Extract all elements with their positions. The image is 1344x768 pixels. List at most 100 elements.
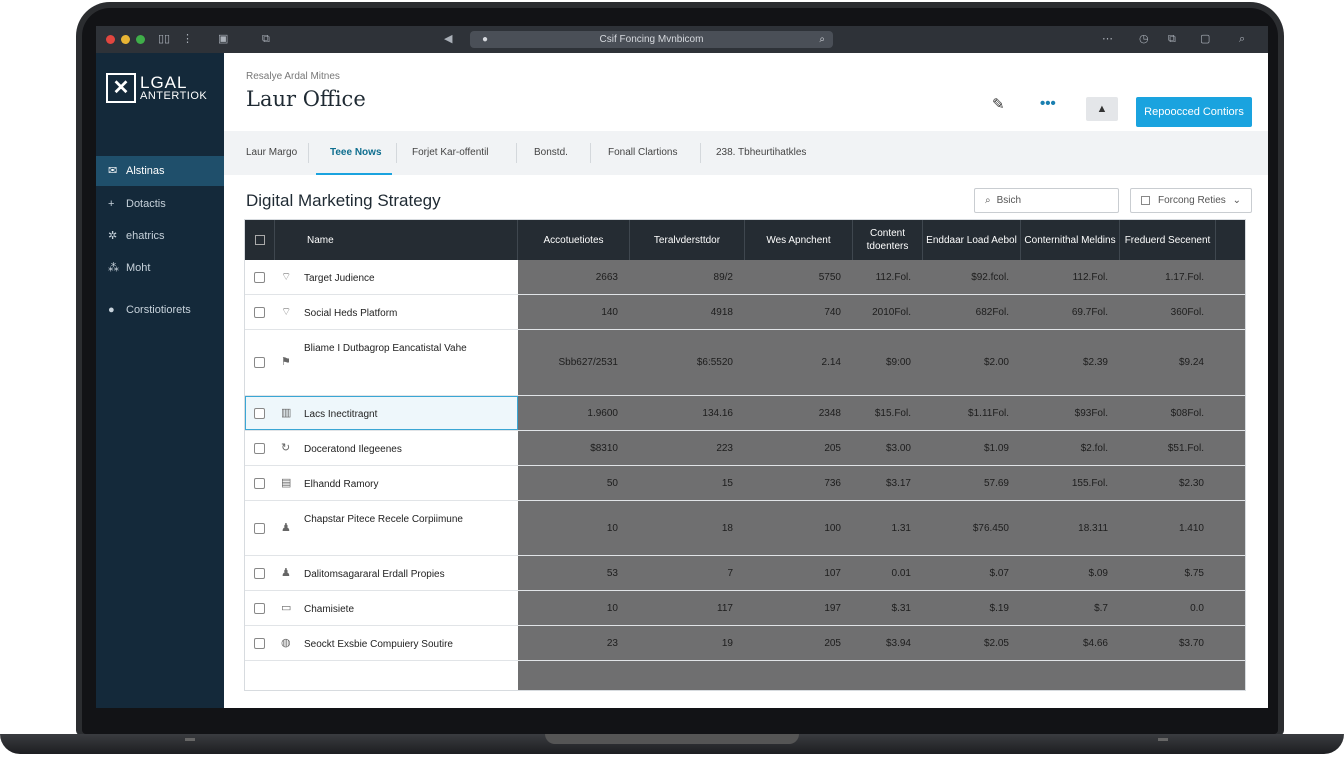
- table-cell: $9.24: [1178, 357, 1204, 368]
- table-row[interactable]: ↻ Doceratond Ilegeenes $8310 223 205 $3.00 $1.…: [245, 431, 1245, 466]
- table-row[interactable]: ♟ Chapstar Pitece Recele Corpiimune 10 18 10…: [245, 501, 1245, 556]
- clock-icon[interactable]: ◷: [1139, 33, 1149, 45]
- lock-icon: ●: [482, 34, 489, 45]
- data-table: Name Accotuetiotes Teralvdersttdor Wes A…: [244, 219, 1246, 691]
- table-cell: 18: [721, 522, 733, 534]
- search-input[interactable]: ⌕ Bsich: [974, 188, 1119, 213]
- filter-dropdown[interactable]: Forcong Reties ⌄: [1130, 188, 1252, 213]
- row-name: Chapstar Pitece Recele Corpiimune: [304, 514, 463, 525]
- menu-icon[interactable]: ⋮: [182, 33, 193, 45]
- table-cell: 205: [824, 442, 841, 454]
- table-cell: 57.69: [983, 477, 1009, 489]
- select-all-header[interactable]: [245, 220, 275, 260]
- tabs-icon[interactable]: ▢: [1200, 33, 1211, 45]
- table-cell: $.19: [989, 602, 1009, 614]
- column-header[interactable]: Teralvdersttdor: [630, 220, 745, 260]
- table-cell: $.07: [989, 567, 1009, 579]
- row-checkbox[interactable]: [254, 567, 265, 579]
- copy-icon[interactable]: ⧉: [1168, 33, 1176, 45]
- table-cell: 4918: [710, 306, 733, 318]
- column-header[interactable]: Enddaar Load Aebol: [923, 220, 1021, 260]
- row-checkbox[interactable]: [254, 442, 265, 454]
- sidebar-item-moht[interactable]: ⁂ Moht: [96, 253, 224, 283]
- search-icon[interactable]: ⌕: [1239, 33, 1246, 45]
- row-name: Bliame I Dutbagrop Eancatistal Vahe: [304, 343, 467, 354]
- table-cell: 53: [606, 567, 618, 579]
- user-profile-button[interactable]: ▲: [1086, 97, 1118, 121]
- name-cell: ◍ Seockt Exsbie Compuiery Soutire: [245, 626, 518, 660]
- sidebar-item-dotactis[interactable]: + Dotactis: [96, 189, 224, 219]
- close-window-button[interactable]: [106, 35, 115, 44]
- primary-action-button[interactable]: Repoocced Contiors: [1136, 97, 1252, 127]
- tab-laur-margo[interactable]: Laur Margo: [246, 147, 298, 158]
- table-cell: 205: [824, 637, 841, 649]
- window-icon[interactable]: ▣: [218, 33, 229, 45]
- edit-pen-icon[interactable]: ✎: [992, 96, 1005, 113]
- column-header[interactable]: Content tdoenters: [853, 220, 923, 260]
- tab-divider: [590, 143, 591, 163]
- address-bar[interactable]: ● Csif Foncing Mvnbicom ⌕: [470, 31, 833, 48]
- tab-fonall-clartions[interactable]: Fonall Clartions: [608, 147, 678, 158]
- table-cell: $2.05: [983, 637, 1009, 649]
- table-row[interactable]: ◍ Seockt Exsbie Compuiery Soutire 23 19 205 $…: [245, 626, 1245, 661]
- more-icon[interactable]: ⋯: [1102, 33, 1113, 45]
- row-checkbox[interactable]: [254, 477, 265, 489]
- table-cell: $3.17: [885, 477, 911, 489]
- wifi-icon: ⌔: [281, 270, 292, 283]
- row-checkbox[interactable]: [254, 407, 265, 419]
- table-cell: 69.7Fol.: [1071, 306, 1108, 318]
- table-cell: 107: [824, 567, 841, 579]
- table-row[interactable]: ⌔ Social Heds Platform 140 4918 740 2010Fol. 6…: [245, 295, 1245, 330]
- table-cell: $93Fol.: [1074, 407, 1108, 419]
- select-all-checkbox[interactable]: [254, 235, 265, 245]
- sidebar-item-ehatrics[interactable]: ✲ ehatrics: [96, 221, 224, 251]
- minimize-window-button[interactable]: [121, 35, 130, 44]
- table-cell: 0.0: [1190, 602, 1204, 614]
- table-cell: 682Fol.: [975, 306, 1009, 318]
- table-row[interactable]: ⌔ Target Judience 2663 89/2 5750 112.Fol. $92.…: [245, 260, 1245, 295]
- table-row[interactable]: ▭ Chamisiete 10 117 197 $.31 $.19 $.7 0.0: [245, 591, 1245, 626]
- column-header[interactable]: Name: [275, 220, 518, 260]
- name-cell: ⌔ Target Judience: [245, 260, 518, 294]
- back-arrow-icon[interactable]: ◀: [444, 33, 453, 45]
- tab-divider: [396, 143, 397, 163]
- sidebar-toggle-icon[interactable]: ▯▯: [158, 33, 171, 45]
- column-header[interactable]: Conternithal Meldins: [1021, 220, 1120, 260]
- row-checkbox[interactable]: [254, 637, 265, 649]
- tabs-overview-icon[interactable]: ⧉: [262, 33, 270, 45]
- maximize-window-button[interactable]: [136, 35, 145, 44]
- tab-teee-nows[interactable]: Teee Nows: [330, 147, 382, 158]
- table-cell: $.75: [1184, 567, 1204, 579]
- column-header[interactable]: Freduerd Secenent: [1120, 220, 1216, 260]
- column-header[interactable]: Wes Apnchent: [745, 220, 853, 260]
- sidebar-item-corstiotiorets[interactable]: ● Corstiotiorets: [96, 295, 224, 325]
- table-cell: Sbb627/2531: [558, 357, 618, 368]
- table-cell: 112.Fol.: [875, 271, 911, 283]
- logo-text-secondary: ANTERTIOK: [140, 90, 208, 102]
- tab-tbheurtihatkles[interactable]: 238. Tbheurtihatkles: [716, 147, 807, 158]
- sidebar-item-label: Moht: [126, 262, 151, 274]
- table-row[interactable]: ▥ Lacs Inectitragnt 1.9600 134.16 2348 $15.Fo…: [245, 396, 1245, 431]
- row-checkbox[interactable]: [254, 522, 265, 534]
- more-options-icon[interactable]: •••: [1040, 95, 1056, 112]
- sidebar-item-label: Dotactis: [126, 198, 166, 210]
- column-header[interactable]: Accotuetiotes: [518, 220, 630, 260]
- tab-forjet[interactable]: Forjet Kar-offentil: [412, 147, 489, 158]
- table-row[interactable]: ♟ Dalitomsagararal Erdall Propies 53 7 107 0.…: [245, 556, 1245, 591]
- main-content: Resalye Ardal Mitnes Laur Office ✎ ••• ▲…: [224, 53, 1268, 708]
- row-checkbox[interactable]: [254, 306, 265, 318]
- table-cell: 736: [824, 477, 841, 489]
- name-cell: ♟ Dalitomsagararal Erdall Propies: [245, 556, 518, 590]
- table-cell: $3.94: [885, 637, 911, 649]
- table-cell: 89/2: [713, 271, 733, 283]
- table-row[interactable]: ⚑ Bliame I Dutbagrop Eancatistal Vahe Sbb6…: [245, 330, 1245, 396]
- sidebar-item-alstinas[interactable]: ✉ Alstinas: [96, 156, 224, 186]
- row-name: Seockt Exsbie Compuiery Soutire: [304, 638, 453, 650]
- row-checkbox[interactable]: [254, 271, 265, 283]
- tab-bonstd[interactable]: Bonstd.: [534, 147, 568, 158]
- laptop-notch: [545, 734, 799, 744]
- row-checkbox[interactable]: [254, 357, 265, 368]
- table-row[interactable]: ▤ Elhandd Ramory 50 15 736 $3.17 57.69 155.Fol.…: [245, 466, 1245, 501]
- row-checkbox[interactable]: [254, 602, 265, 614]
- name-cell: ⌔ Social Heds Platform: [245, 295, 518, 329]
